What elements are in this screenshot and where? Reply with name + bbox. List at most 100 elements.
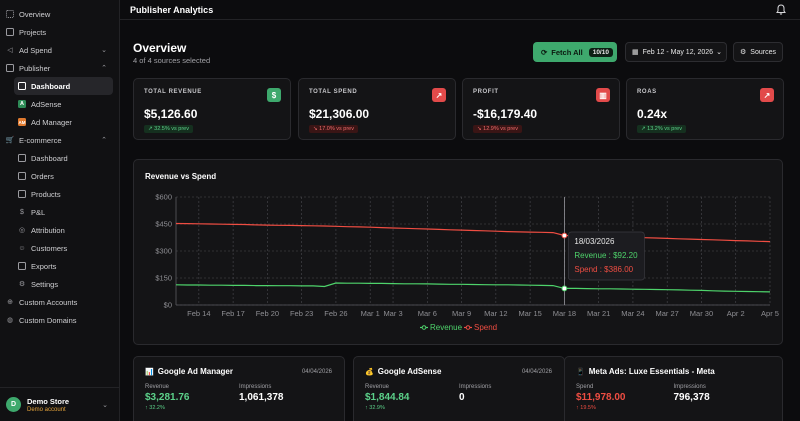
sidebar-item-ecommerce-dashboard[interactable]: Dashboard	[0, 149, 119, 167]
money-bag-icon: 💰	[365, 368, 374, 376]
source-date: 04/04/2026	[301, 369, 332, 375]
sidebar-item-pl[interactable]: $ P&L	[0, 203, 119, 221]
file-icon	[18, 262, 26, 270]
folder-icon	[6, 28, 14, 36]
source-metric-label: Impressions	[239, 384, 272, 390]
dollar-icon: $	[20, 208, 24, 216]
trend-up-icon: ↗	[760, 88, 774, 102]
kpi-change: ↗ 32.5% vs prev	[144, 125, 193, 133]
adsense-icon: A	[18, 100, 26, 108]
sidebar-item-label: Ad Manager	[31, 117, 72, 127]
sidebar-item-label: Customers	[31, 243, 68, 253]
series-line-revenue	[175, 282, 771, 293]
store-switcher[interactable]: D Demo Store Demo account ⌄	[0, 387, 120, 421]
source-metric-label: Revenue	[365, 384, 390, 390]
source-metric-value: 1,061,378	[239, 392, 284, 403]
kpi-roas: ROAS 0.24x ↗ 13.2% vs prev ↗	[626, 78, 784, 140]
dollar-icon: $	[267, 88, 281, 102]
megaphone-icon: ◁	[7, 47, 13, 54]
source-metric-change: ↑ 32.9%	[365, 405, 385, 411]
source-metric-change: ↑ 32.2%	[145, 405, 165, 411]
x-tick-label: Apr 5	[761, 309, 779, 318]
sidebar-item-projects[interactable]: Projects	[0, 23, 119, 41]
tooltip-revenue: Revenue : $92.20	[574, 251, 638, 260]
source-metric-change: ↑ 19.5%	[576, 405, 596, 411]
x-tick-label: Feb 23	[290, 309, 313, 318]
kpi-value: -$16,179.40	[473, 107, 538, 121]
y-tick-label: $0	[164, 301, 172, 310]
sidebar-item-custom-domains[interactable]: ◍ Custom Domains	[0, 311, 119, 329]
sidebar-item-label: Settings	[31, 279, 59, 289]
sidebar-item-custom-accounts[interactable]: ⊕ Custom Accounts	[0, 293, 119, 311]
sidebar-item-label: Attribution	[31, 225, 65, 235]
kpi-label: ROAS	[637, 89, 657, 95]
grid-icon	[18, 154, 26, 162]
grid-icon	[18, 82, 26, 90]
gear-icon: ⚙	[18, 281, 26, 288]
bell-icon[interactable]	[776, 4, 786, 15]
newspaper-icon	[6, 64, 14, 72]
x-tick-label: Mar 27	[656, 309, 679, 318]
sources-label: Sources	[750, 48, 776, 56]
page-title: Publisher Analytics	[130, 4, 214, 15]
trend-up-icon: ↗	[432, 88, 446, 102]
legend-label: Revenue	[430, 323, 463, 332]
date-range-picker[interactable]: ▦ Feb 12 - May 12, 2026 ⌄	[625, 42, 727, 62]
x-tick-label: Mar 6	[418, 309, 437, 318]
sidebar: Overview Projects ◁ Ad Spend ⌄ Publisher…	[0, 0, 120, 421]
overview-title: Overview	[133, 41, 187, 55]
source-card-google-adsense[interactable]: 💰 Google AdSense 04/04/2026 Revenue $1,84…	[353, 356, 565, 421]
sidebar-item-label: Exports	[31, 261, 57, 271]
hover-point-spend	[561, 232, 568, 239]
hover-point-revenue	[561, 285, 568, 292]
sidebar-item-orders[interactable]: Orders	[0, 167, 119, 185]
globe-icon: ◍	[6, 317, 14, 324]
chevron-up-icon: ⌃	[101, 65, 107, 72]
source-metric-label: Revenue	[145, 384, 170, 390]
sidebar-item-publisher-dashboard[interactable]: Dashboard	[14, 77, 113, 95]
chart-tooltip	[568, 231, 645, 281]
sidebar-item-settings[interactable]: ⚙ Settings	[0, 275, 119, 293]
top-bar: Publisher Analytics	[120, 0, 800, 20]
fetch-all-label: Fetch All	[551, 47, 583, 57]
sidebar-item-overview[interactable]: Overview	[0, 5, 119, 23]
kpi-value: 0.24x	[637, 107, 668, 121]
main-content: Overview 4 of 4 sources selected ⟳ Fetch…	[120, 21, 800, 421]
sidebar-item-customers[interactable]: ☺ Customers	[0, 239, 119, 257]
bar-chart-icon: ▥	[596, 88, 610, 102]
sidebar-item-publisher[interactable]: Publisher ⌃	[0, 59, 119, 77]
grid-icon	[6, 10, 14, 18]
sidebar-item-ad-spend[interactable]: ◁ Ad Spend ⌄	[0, 41, 119, 59]
sidebar-item-ecommerce[interactable]: 🛒 E-commerce ⌃	[0, 131, 119, 149]
source-metric-value: $11,978.00	[576, 392, 626, 403]
source-card-meta-ads[interactable]: 📱 Meta Ads: Luxe Essentials - Meta Spend …	[564, 356, 783, 421]
source-card-google-ad-manager[interactable]: 📊 Google Ad Manager 04/04/2026 Revenue $3…	[133, 356, 345, 421]
store-subtitle: Demo account	[27, 406, 66, 413]
chevron-down-icon: ⌄	[102, 401, 108, 409]
sidebar-item-adsense[interactable]: A AdSense	[0, 95, 119, 113]
source-date: 04/04/2026	[521, 369, 552, 375]
sidebar-item-exports[interactable]: Exports	[0, 257, 119, 275]
gear-icon: ⚙	[740, 49, 747, 56]
refresh-icon: ⟳	[541, 47, 548, 57]
plus-circle-icon: ⊕	[7, 299, 13, 306]
avatar: D	[6, 397, 21, 412]
chart-icon: 📊	[145, 368, 154, 376]
x-tick-label: Mar 9	[452, 309, 471, 318]
x-tick-label: Mar 1	[361, 309, 380, 318]
x-tick-label: Mar 30	[690, 309, 713, 318]
sidebar-item-ad-manager[interactable]: AM Ad Manager	[0, 113, 119, 131]
sidebar-item-label: Dashboard	[31, 153, 68, 163]
kpi-label: TOTAL SPEND	[309, 89, 358, 95]
calendar-icon: ▦	[632, 49, 639, 56]
kpi-label: TOTAL REVENUE	[144, 89, 202, 95]
sidebar-item-label: AdSense	[31, 99, 62, 109]
sources-button[interactable]: ⚙ Sources	[733, 42, 783, 62]
sidebar-item-products[interactable]: Products	[0, 185, 119, 203]
cart-icon: 🛒	[5, 137, 15, 144]
x-tick-label: Mar 21	[587, 309, 610, 318]
fetch-all-button[interactable]: ⟳ Fetch All 10/10	[533, 42, 617, 62]
target-icon: ◎	[18, 227, 26, 234]
revenue-vs-spend-chart[interactable]: $0 $150 $300 $450 $600 Feb 14 Feb 17 Feb 20 Feb …	[134, 160, 784, 346]
sidebar-item-attribution[interactable]: ◎ Attribution	[0, 221, 119, 239]
